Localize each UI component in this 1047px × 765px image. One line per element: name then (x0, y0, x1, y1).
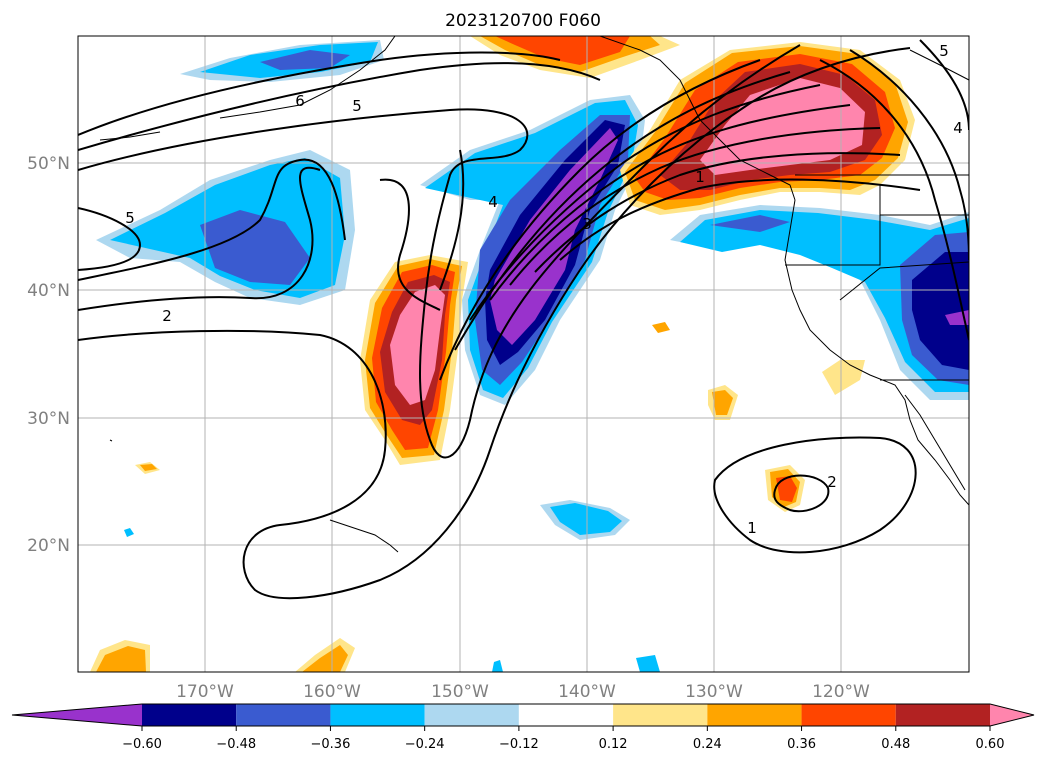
colorbar-tick-label: −0.36 (311, 737, 351, 752)
contour-label: 1 (747, 519, 757, 537)
contour-lines (78, 39, 969, 600)
colorbar-segment (330, 704, 425, 726)
latitude-labels: 50°N 40°N 30°N 20°N (27, 154, 70, 556)
contour-label: 2 (162, 307, 172, 325)
colorbar-tick-label: 0.36 (787, 737, 816, 752)
colorbar-tick-label: 0.12 (599, 737, 628, 752)
contour-label: 3 (582, 215, 592, 233)
colorbar-segment (613, 704, 708, 726)
colorbar-tick-label: −0.12 (499, 737, 539, 752)
colorbar-tick-label: −0.60 (122, 737, 162, 752)
contour-label: 5 (939, 42, 949, 60)
lon-label: 140°W (558, 682, 616, 702)
colorbar-segment (895, 704, 990, 726)
colorbar-tick-label: 0.48 (881, 737, 910, 752)
colorbar-extend-max (990, 704, 1034, 726)
contour-label: 1 (695, 168, 705, 186)
lon-label: 130°W (685, 682, 743, 702)
lat-label: 50°N (27, 154, 70, 174)
lat-label: 30°N (27, 409, 70, 429)
colorbar-tick-label: 0.60 (976, 737, 1005, 752)
lon-label: 150°W (431, 682, 489, 702)
colorbar-tick-label: −0.24 (405, 737, 445, 752)
lat-label: 20°N (27, 536, 70, 556)
contour-label: 2 (827, 473, 837, 491)
lon-label: 160°W (303, 682, 361, 702)
longitude-labels: 170°W 160°W 150°W 140°W 130°W 120°W (176, 682, 870, 702)
graticule (78, 36, 969, 672)
colorbar-segment (424, 704, 519, 726)
colorbar-segments (11, 703, 1035, 727)
contour-label: 6 (295, 92, 305, 110)
colorbar-extend-min (12, 704, 142, 726)
colorbar-segment (142, 704, 237, 726)
colorbar-segment (518, 704, 614, 726)
lon-label: 170°W (176, 682, 234, 702)
colorbar-segment (801, 704, 896, 726)
contour-label: 5 (125, 209, 135, 227)
map-title: 2023120700 F060 (445, 11, 601, 31)
colorbar-segment (236, 704, 331, 726)
colorbar-ticks: −0.60 −0.48 −0.36 −0.24 −0.12 0.12 0.24 0.36 0.4… (122, 726, 1004, 752)
colorbar-tick-label: −0.48 (216, 737, 256, 752)
lon-label: 120°W (812, 682, 870, 702)
map-frame (77, 35, 970, 673)
colorbar: −0.60 −0.48 −0.36 −0.24 −0.12 0.12 0.24 0.36 0.4… (11, 703, 1035, 752)
colorbar-tick-label: 0.24 (693, 737, 722, 752)
map-area: 6 5 5 4 3 2 1 2 1 4 5 (78, 36, 969, 672)
contour-label: 4 (488, 193, 498, 211)
contour-label: 4 (953, 119, 963, 137)
contour-labels: 6 5 5 4 3 2 1 2 1 4 5 (125, 42, 963, 537)
colorbar-segment (707, 704, 802, 726)
lat-label: 40°N (27, 281, 70, 301)
contour-label: 5 (352, 97, 362, 115)
